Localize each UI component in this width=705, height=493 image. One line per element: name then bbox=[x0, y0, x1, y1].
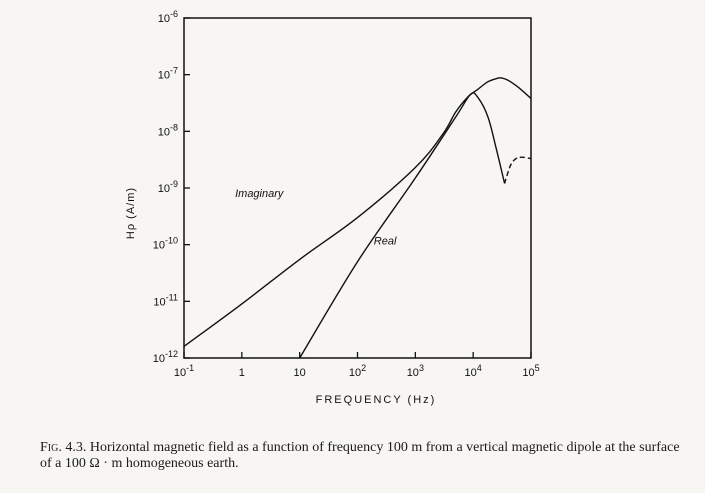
x-tick-label: 102 bbox=[349, 363, 366, 379]
caption-label: Fig. 4.3. bbox=[40, 440, 87, 455]
x-tick-label: 105 bbox=[522, 363, 539, 379]
x-tick-label: 104 bbox=[465, 363, 482, 379]
x-axis: 10-1 1 10 102 103 104 105 bbox=[174, 352, 540, 379]
y-tick-label: 10-6 bbox=[158, 9, 178, 25]
x-tick-label: 1 bbox=[239, 367, 245, 379]
y-tick-label: 10-7 bbox=[158, 66, 178, 82]
series-line-imaginary bbox=[184, 77, 531, 347]
figure-caption: Fig. 4.3. Horizontal magnetic field as a… bbox=[40, 440, 690, 472]
x-tick-label: 10 bbox=[294, 367, 306, 379]
y-tick-label: 10-9 bbox=[158, 179, 178, 195]
annotations-group: Imaginary Real bbox=[235, 188, 397, 248]
x-tick-label: 10-1 bbox=[174, 363, 194, 379]
series-line-real-negative bbox=[503, 156, 531, 184]
annotation-imaginary: Imaginary bbox=[235, 188, 285, 200]
series-line-real bbox=[299, 92, 506, 358]
y-axis: 10-12 10-11 10-10 10-9 10-8 10-7 10-6 bbox=[153, 9, 190, 365]
y-axis-label: Hρ (A/m) bbox=[125, 187, 137, 239]
y-tick-label: 10-8 bbox=[158, 122, 178, 138]
y-tick-label: 10-11 bbox=[153, 292, 178, 308]
x-tick-label: 103 bbox=[407, 363, 424, 379]
x-axis-label: FREQUENCY (Hz) bbox=[316, 394, 437, 406]
y-tick-label: 10-10 bbox=[153, 236, 178, 252]
y-tick-label: 10-12 bbox=[153, 349, 178, 365]
caption-text: Horizontal magnetic field as a function … bbox=[40, 440, 680, 471]
series-group bbox=[184, 77, 531, 358]
annotation-real: Real bbox=[374, 236, 397, 248]
